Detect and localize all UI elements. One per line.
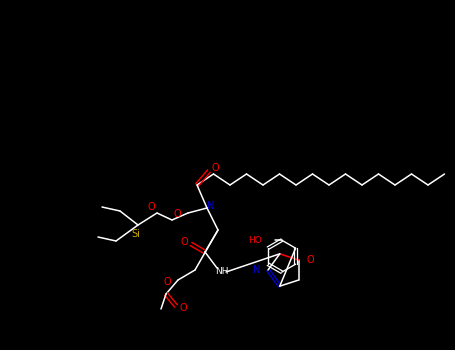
Text: O: O xyxy=(179,303,187,313)
Text: O: O xyxy=(163,277,171,287)
Text: NH: NH xyxy=(215,266,229,275)
Text: HO: HO xyxy=(248,236,262,245)
Text: O: O xyxy=(180,237,188,247)
Text: O: O xyxy=(147,202,155,212)
Text: Si: Si xyxy=(131,229,141,239)
Text: O: O xyxy=(307,255,314,265)
Text: O: O xyxy=(211,163,219,173)
Text: N: N xyxy=(207,201,215,211)
Text: N: N xyxy=(253,265,260,275)
Text: O: O xyxy=(173,209,181,219)
